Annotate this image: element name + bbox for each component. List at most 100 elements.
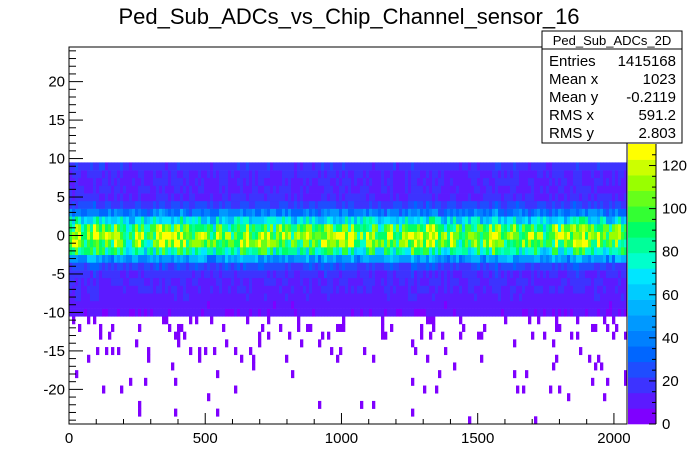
heatmap-cell [396,185,400,194]
heatmap-cell [447,285,451,294]
heatmap-cell [162,285,166,294]
heatmap-cell [378,231,382,240]
heatmap-cell [210,216,214,225]
heatmap-cell [231,247,235,256]
heatmap-cell [594,231,598,240]
heatmap-cell [171,254,175,263]
heatmap-cell [243,216,247,225]
heatmap-cell [591,262,595,271]
heatmap-cell [198,162,202,171]
heatmap-cell [204,308,208,317]
heatmap-cell [495,231,499,240]
heatmap-cell [465,247,469,256]
heatmap-cell [138,216,142,225]
heatmap-cell [219,247,223,256]
heatmap-cell [279,277,283,286]
heatmap-cell [240,262,244,271]
heatmap-cell [204,177,208,186]
heatmap-cell [432,223,436,232]
heatmap-cell [273,300,277,309]
heatmap-cell [555,223,559,232]
heatmap-cell [483,177,487,186]
heatmap-cell [477,231,481,240]
heatmap-cell [246,177,250,186]
heatmap-cell [609,308,613,317]
heatmap-cell [186,308,190,317]
heatmap-cell [552,216,556,225]
heatmap-cell [603,293,607,302]
heatmap-cell [267,308,271,317]
heatmap-cell [300,200,304,209]
heatmap-cell [600,247,604,256]
heatmap-cell [138,239,142,248]
heatmap-cell [528,216,532,225]
heatmap-cell [363,208,367,217]
heatmap-cell [444,200,448,209]
heatmap-cell [99,239,103,248]
heatmap-cell [474,216,478,225]
heatmap-cell [417,231,421,240]
heatmap-cell [387,247,391,256]
heatmap-cell [429,162,433,171]
heatmap-cell [456,308,460,317]
heatmap-cell [396,254,400,263]
heatmap-cell [306,216,310,225]
heatmap-cell [186,239,190,248]
heatmap-cell [573,200,577,209]
heatmap-cell [306,300,310,309]
heatmap-cell [405,162,409,171]
heatmap-cell [297,239,301,248]
heatmap-cell [270,231,274,240]
heatmap-cell [438,208,442,217]
heatmap-cell [558,208,562,217]
heatmap-cell [222,308,226,317]
heatmap-cell [516,293,520,302]
heatmap-cell [165,285,169,294]
heatmap-cell [498,270,502,279]
heatmap-cell [363,262,367,271]
heatmap-cell [477,170,481,179]
heatmap-cell [171,300,175,309]
heatmap-cell [234,223,238,232]
heatmap-cell [282,208,286,217]
heatmap-cell [372,308,376,317]
heatmap-cell [483,300,487,309]
heatmap-cell [420,254,424,263]
heatmap-cell [246,216,250,225]
heatmap-cell [408,200,412,209]
heatmap-cell [438,270,442,279]
heatmap-cell [234,231,238,240]
heatmap-cell [201,239,205,248]
heatmap-cell [171,177,175,186]
heatmap-cell [168,239,172,248]
heatmap-cell [270,293,274,302]
heatmap-cell [345,277,349,286]
heatmap-cell [588,247,592,256]
heatmap-cell [252,285,256,294]
heatmap-cell [603,216,607,225]
heatmap-cell [393,270,397,279]
heatmap-cell [126,177,130,186]
heatmap-cell [342,308,346,317]
heatmap-cell [486,293,490,302]
heatmap-cell [144,208,148,217]
heatmap-cell [429,331,433,340]
heatmap-cell [606,270,610,279]
heatmap-cell [231,185,235,194]
heatmap-cell [471,216,475,225]
heatmap-cell [510,277,514,286]
heatmap-cell [336,170,340,179]
heatmap-cell [360,177,364,186]
heatmap-cell [393,200,397,209]
heatmap-cell [528,223,532,232]
heatmap-cell [279,200,283,209]
heatmap-cell [153,208,157,217]
heatmap-cell [132,293,136,302]
heatmap-cell [414,216,418,225]
heatmap-cell [177,339,181,348]
heatmap-cell [108,254,112,263]
heatmap-cell [600,208,604,217]
heatmap-cell [414,247,418,256]
heatmap-cell [600,293,604,302]
heatmap-cell [279,170,283,179]
